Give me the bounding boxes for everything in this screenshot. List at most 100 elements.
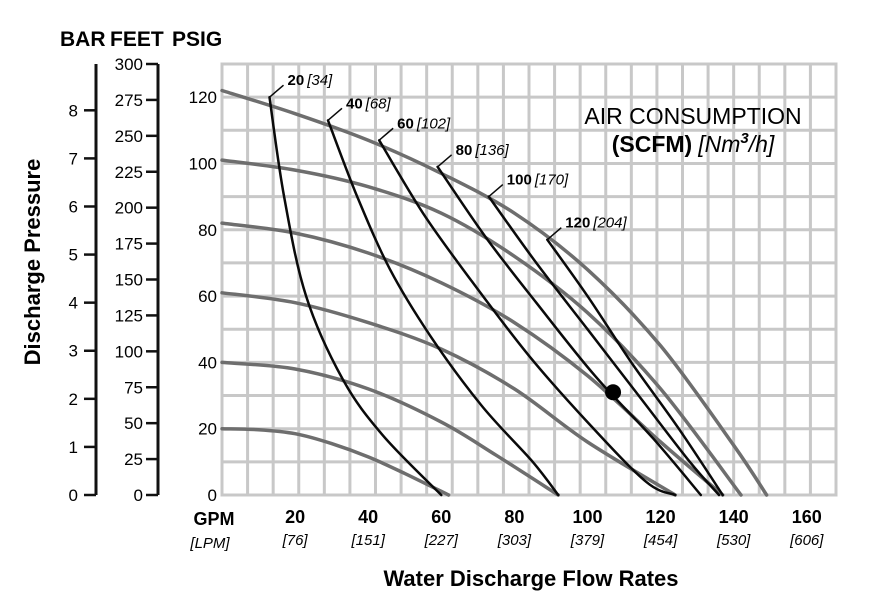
chart-title-metric: [Nm [697,131,740,157]
x-tick-lpm-label: [76] [282,532,309,549]
air-curve-leader [378,127,394,141]
air-curve-label: 60 [102] [397,115,451,132]
feet-tick-label: 125 [115,306,143,325]
air-curve-label-nm3h: [34] [306,72,333,89]
bar-tick-label: 0 [69,486,78,505]
x-tick-lpm-label: [151] [351,532,386,549]
psig-tick-label: 0 [208,486,217,505]
air-consumption-curve [377,139,677,497]
x-axis-label: Water Discharge Flow Rates [383,566,678,591]
x-tick-gpm-label: 60 [431,507,451,527]
air-curve-leader [488,184,504,198]
x-tick-lpm-label: [454] [643,532,678,549]
air-curve-labels: 20 [34] 40 [68] 60 [102] 80 [136] 100 [170] 120 [20… [269,72,627,241]
performance-curve [220,158,743,497]
air-curve-leader [327,107,343,121]
feet-tick-label: 50 [124,414,143,433]
performance-curve [220,291,677,497]
air-curve-label: 100 [170] [507,172,569,189]
air-curve-label-scfm: 40 [346,95,363,112]
bar-tick-label: 6 [69,197,78,216]
feet-tick-label: 175 [115,235,143,254]
air-curve-label: 120 [204] [565,215,627,232]
air-consumption-curve [487,195,721,497]
grid [220,62,838,497]
gpm-unit-label: GPM [193,509,234,529]
air-consumption-curves [268,95,724,497]
feet-tick-label: 150 [115,271,143,290]
bar-tick-label: 5 [69,246,78,265]
operating-point-layer [605,384,622,401]
axis-ticks: 0204060801001200255075100125150175200225… [69,55,825,549]
operating-point-marker [605,384,622,401]
chart-title-line1: AIR CONSUMPTION [584,103,801,129]
x-tick-gpm-label: 100 [572,507,602,527]
air-curve-label-nm3h: [136] [474,142,509,159]
x-tick-lpm-label: [227] [424,532,459,549]
x-tick-gpm-label: 80 [504,507,524,527]
psig-tick-label: 80 [198,221,217,240]
bar-tick-label: 7 [69,149,78,168]
air-curve-leader [269,84,284,98]
air-consumption-curve [268,95,443,497]
x-tick-lpm-label: [303] [497,532,532,549]
x-tick-gpm-label: 40 [358,507,378,527]
psig-tick-label: 60 [198,287,217,306]
psig-tick-label: 120 [189,88,217,107]
performance-curve [220,88,769,497]
air-consumption-curve [326,119,560,497]
air-curve-label-scfm: 120 [565,215,590,232]
chart-title-sup: 3 [740,130,749,147]
chart-title-line2: (SCFM) [Nm3/h] [612,130,775,157]
performance-curves [220,88,769,497]
feet-tick-label: 275 [115,91,143,110]
bar-tick-label: 2 [69,390,78,409]
air-curve-label-nm3h: [102] [416,115,451,132]
bar-tick-label: 8 [69,101,78,120]
feet-tick-label: 0 [134,486,143,505]
x-tick-lpm-label: [606] [789,532,824,549]
bar-tick-label: 4 [69,294,78,313]
bar-tick-label: 1 [69,438,78,457]
air-curve-label-scfm: 60 [397,115,414,132]
bar-axis-header: BAR [60,28,106,51]
lpm-unit-label: [LPM] [189,535,230,552]
x-tick-lpm-label: [379] [570,532,605,549]
feet-tick-label: 300 [115,55,143,74]
performance-curve [220,360,560,497]
air-curve-leader [546,227,562,241]
air-curve-label: 20 [34] [288,72,334,89]
air-curve-label: 80 [136] [456,142,510,159]
chart-title-metric-end: /h] [747,131,775,157]
x-tick-lpm-label: [530] [716,532,751,549]
air-curve-label-scfm: 100 [507,172,532,189]
air-consumption-curve [436,165,703,497]
air-consumption-curve [546,238,724,497]
psig-tick-label: 100 [189,154,217,173]
bar-tick-label: 3 [69,342,78,361]
feet-tick-label: 250 [115,127,143,146]
air-curve-leader [437,154,453,168]
air-curve-label: 40 [68] [346,95,392,112]
x-tick-gpm-label: 120 [646,507,676,527]
performance-curve [220,221,725,497]
x-tick-gpm-label: 20 [285,507,305,527]
feet-tick-label: 25 [124,450,143,469]
chart-title-units: (SCFM) [612,131,692,157]
y-axis-label: Discharge Pressure [20,159,45,366]
feet-tick-label: 200 [115,199,143,218]
feet-tick-label: 75 [124,378,143,397]
air-curve-label-scfm: 80 [456,142,473,159]
psig-tick-label: 40 [198,353,217,372]
psig-tick-label: 20 [198,420,217,439]
feet-tick-label: 225 [115,163,143,182]
x-tick-gpm-label: 160 [792,507,822,527]
air-curve-label-nm3h: [170] [534,172,569,189]
performance-curve [220,426,451,497]
x-tick-gpm-label: 140 [719,507,749,527]
feet-tick-label: 100 [115,342,143,361]
feet-axis-header: FEET [110,28,164,51]
air-curve-label-nm3h: [204] [592,215,627,232]
psig-axis-header: PSIG [172,28,222,51]
